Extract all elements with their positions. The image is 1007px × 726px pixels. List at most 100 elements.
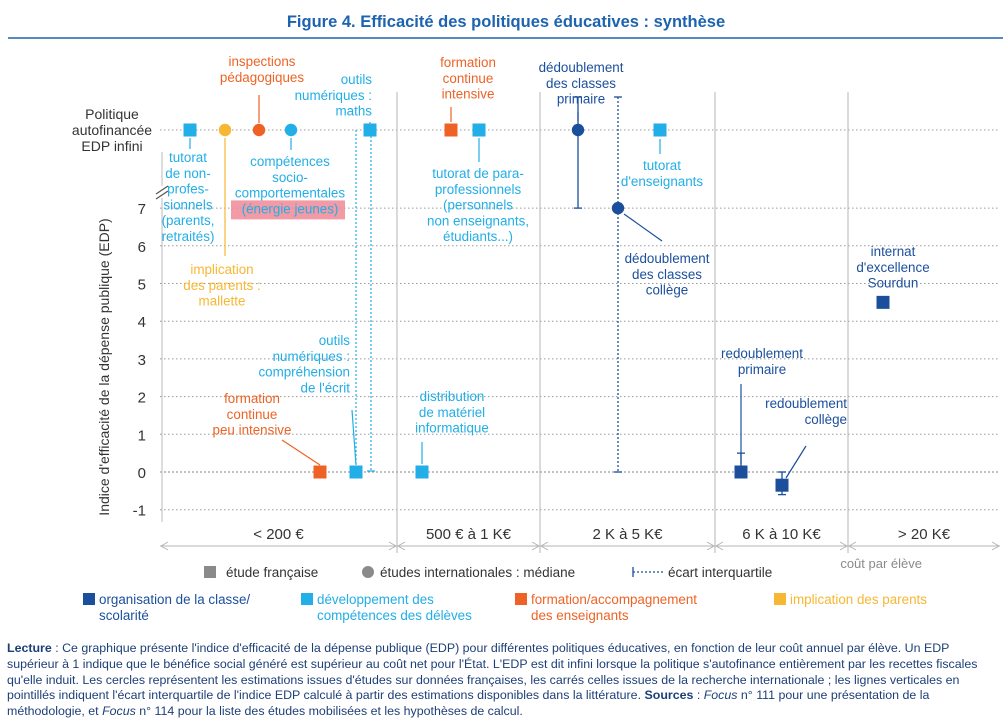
point-formation-continue-peu-intensive xyxy=(313,465,327,479)
label-tutorat-d-enseignants: tutorat xyxy=(643,158,681,173)
legend-des-enseignants: des enseignants xyxy=(531,608,629,623)
label-internat-d-excellence-sourdun: d'excellence xyxy=(856,260,929,275)
legend-scolarite: scolarité xyxy=(99,608,149,623)
label-implication-des-parents-mallette: mallette xyxy=(199,294,246,309)
leader-dedoublement-des-classes-college xyxy=(623,213,663,242)
y-tick-label: 2 xyxy=(138,390,146,407)
label-outils-numeriques-comprehension-de-l-ecrit: outils xyxy=(319,333,351,348)
label-formation-continue-intensive: intensive xyxy=(442,87,495,102)
band-arrow xyxy=(706,541,716,551)
cost-band-200: < 200 € xyxy=(253,526,304,543)
chart-caption: Lecture : Ce graphique présente l'indice… xyxy=(7,641,997,720)
band-arrow xyxy=(539,541,549,551)
label-dedoublement-des-classes-college: collège xyxy=(646,283,688,298)
label-formation-continue-intensive: formation xyxy=(440,55,496,70)
label-tutorat-de-non-professionnels: tutorat xyxy=(169,150,207,165)
label-tutorat-de-para-professionnels: non enseignants, xyxy=(427,213,529,228)
label-inspections-pedagogiques: inspections xyxy=(229,54,296,69)
sources-mid: n° 111 pour une présentation de la métho… xyxy=(7,688,930,719)
label-dedoublement-des-classes-college: des classes xyxy=(632,267,702,282)
point-outils-numeriques-maths xyxy=(363,123,377,137)
leader-lines xyxy=(189,95,807,479)
label-inspections-pedagogiques: pédagogiques xyxy=(220,70,304,85)
cost-band-20-k: > 20 K€ xyxy=(898,526,951,543)
focus-ref-1: Focus xyxy=(703,688,738,703)
legend-developpement-des: développement des xyxy=(317,592,434,607)
label-tutorat-de-para-professionnels: professionnels xyxy=(435,182,522,197)
point-competences-socio-comportementales-energie-jeunes xyxy=(284,123,298,137)
point-dedoublement-des-classes-college xyxy=(611,201,625,215)
label-competences-socio-comportementales-energie-jeunes: compétences xyxy=(250,154,330,169)
label-outils-numeriques-comprehension-de-l-ecrit: numériques : xyxy=(273,349,350,364)
leader-outils-numeriques-comprehension-de-l-ecrit xyxy=(351,409,357,466)
point-outils-numeriques-comprehension-de-l-ecrit xyxy=(349,465,363,479)
cost-axis: < 200 € 500 € à 1 K€ 2 K à 5 K€ 6 K à 10 K€… xyxy=(159,526,1001,571)
legend-formation-accompagnement: formation/accompagnement xyxy=(531,592,697,607)
label-implication-des-parents-mallette: implication xyxy=(190,262,253,277)
label-tutorat-de-non-professionnels: profes- xyxy=(167,182,209,197)
legend-swatch-organisation xyxy=(83,593,95,605)
label-outils-numeriques-maths: maths xyxy=(336,104,373,119)
legend-swatch-developpement xyxy=(301,593,313,605)
y-tick-label: -1 xyxy=(133,503,146,520)
label-dedoublement-des-classes-college: dédoublement xyxy=(625,251,710,266)
infinite-row-label: Politique xyxy=(85,106,139,122)
label-internat-d-excellence-sourdun: internat xyxy=(871,244,916,259)
label-dedoublement-des-classes-primaire: primaire xyxy=(557,92,605,107)
label-outils-numeriques-comprehension-de-l-ecrit: de l'écrit xyxy=(301,380,351,395)
label-dedoublement-des-classes-primaire: dédoublement xyxy=(539,60,624,75)
point-internat-d-excellence-sourdun xyxy=(876,295,890,309)
label-dedoublement-des-classes-primaire: des classes xyxy=(546,76,616,91)
label-redoublement-primaire: redoublement xyxy=(721,346,803,361)
label-competences-socio-comportementales-energie-jeunes: comportementales xyxy=(235,186,345,201)
band-arrow xyxy=(847,541,857,551)
label-implication-des-parents-mallette: des parents : xyxy=(183,278,260,293)
label-tutorat-de-non-professionnels: (parents, xyxy=(162,213,215,228)
data-points xyxy=(183,123,890,492)
band-arrow xyxy=(388,541,398,551)
legend: étude française études internationales : … xyxy=(83,565,927,623)
axis-break-mark xyxy=(155,185,169,195)
point-tutorat-de-non-professionnels xyxy=(183,123,197,137)
label-redoublement-college: collège xyxy=(805,412,847,427)
label-tutorat-de-non-professionnels: retraités) xyxy=(162,229,215,244)
y-axis-title: Indice d'efficacité de la dépense publiq… xyxy=(96,218,112,515)
point-tutorat-d-enseignants xyxy=(653,123,667,137)
label-competences-socio-comportementales-energie-jeunes: socio- xyxy=(272,170,308,185)
point-formation-continue-intensive xyxy=(444,123,458,137)
legend-implication-des-parents: implication des parents xyxy=(790,592,927,607)
cost-band-6-k-a-10-k: 6 K à 10 K€ xyxy=(742,526,821,543)
point-distribution-de-materiel-informatique xyxy=(415,465,429,479)
label-highlight xyxy=(231,200,345,220)
axes: -1 0 1 2 3 4 5 6 7 Indice d'efficacité de la dépe… xyxy=(72,106,169,522)
y-tick-label: 1 xyxy=(138,427,146,444)
legend-swatch-implication xyxy=(774,593,786,605)
label-tutorat-de-non-professionnels: sionnels xyxy=(163,197,212,212)
label-tutorat-d-enseignants: d'enseignants xyxy=(621,174,704,189)
band-arrow xyxy=(714,541,724,551)
point-redoublement-college xyxy=(775,478,789,492)
band-arrow xyxy=(531,541,541,551)
label-tutorat-de-para-professionnels: tutorat de para- xyxy=(432,166,524,181)
point-dedoublement-des-classes-primaire xyxy=(571,123,585,137)
sources-post: n° 114 pour la liste des études mobilisé… xyxy=(135,704,523,719)
legend-etude-francaise: étude française xyxy=(226,565,318,580)
y-tick-label: 5 xyxy=(138,277,146,294)
label-formation-continue-peu-intensive: continue xyxy=(227,407,278,422)
point-redoublement-primaire xyxy=(734,465,748,479)
point-inspections-pedagogiques xyxy=(252,123,266,137)
chart: Figure 4. Efficacité des politiques éduc… xyxy=(8,13,1003,623)
cost-band-500-a-1-k: 500 € à 1 K€ xyxy=(426,526,512,543)
legend-ecart-interquartile: écart interquartile xyxy=(668,565,772,580)
label-tutorat-de-para-professionnels: (personnels xyxy=(443,198,513,213)
label-formation-continue-peu-intensive: peu intensive xyxy=(213,423,292,438)
label-outils-numeriques-maths: outils xyxy=(341,72,373,87)
label-redoublement-college: redoublement xyxy=(765,396,847,411)
x-axis-title: coût par élève xyxy=(840,556,922,571)
sources-label: Sources xyxy=(644,688,694,703)
y-tick-label: 4 xyxy=(138,314,146,331)
infinite-row-label: EDP infini xyxy=(81,138,142,154)
legend-organisation-de-la-classe: organisation de la classe/ xyxy=(99,592,250,607)
y-tick-label: 3 xyxy=(138,352,146,369)
grid xyxy=(160,92,1000,553)
